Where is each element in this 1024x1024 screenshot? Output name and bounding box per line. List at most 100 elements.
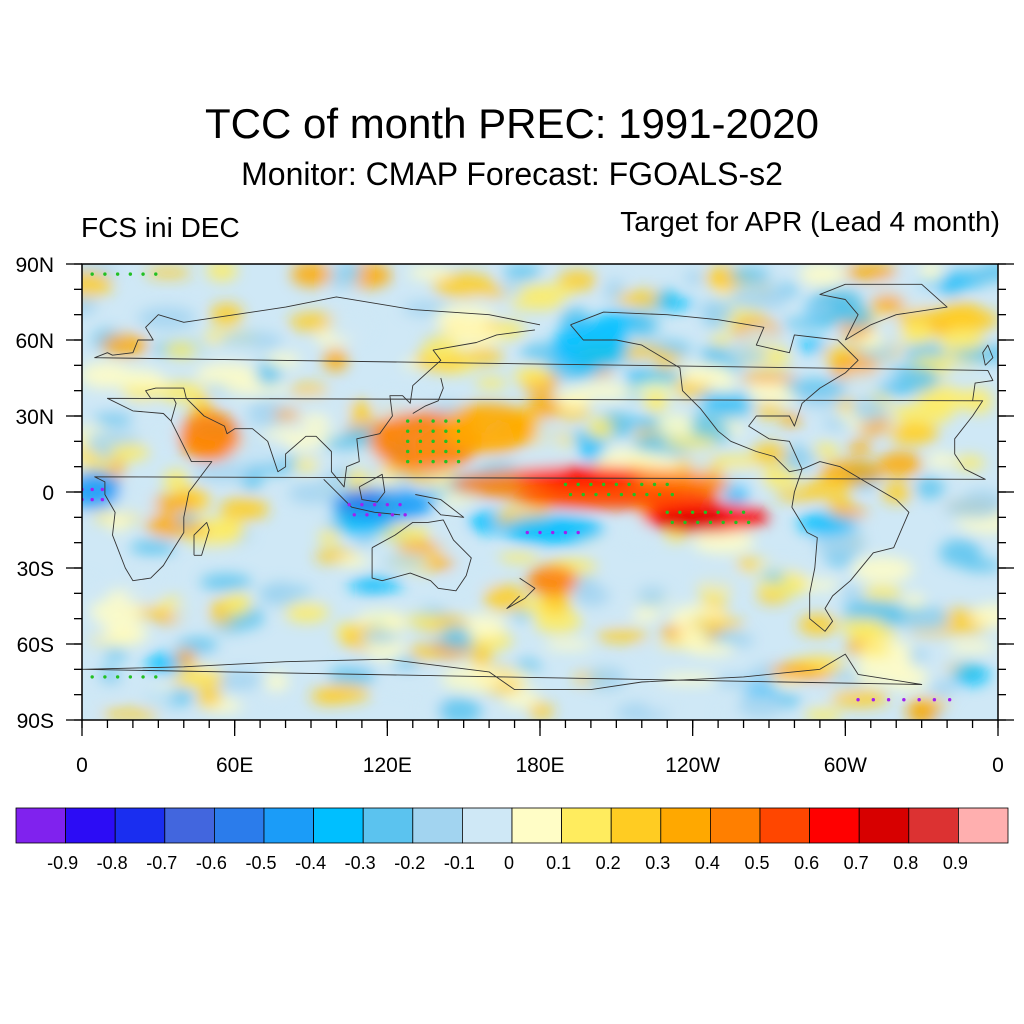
coastline <box>982 344 994 366</box>
significance-dot-positive <box>405 439 410 444</box>
x-tick-label: 120E <box>363 754 412 777</box>
field-blob <box>513 366 552 385</box>
significance-dot-positive <box>456 439 461 444</box>
field-blob <box>781 317 838 330</box>
significance-dot-positive <box>444 459 448 464</box>
field-blob <box>692 529 755 554</box>
field-blob <box>100 333 149 357</box>
field-blob <box>689 453 713 474</box>
field-blob <box>272 409 301 421</box>
field-blob <box>636 586 668 609</box>
field-blob <box>657 673 719 685</box>
field-blob <box>100 708 159 720</box>
significance-dot-negative <box>563 530 568 535</box>
field-blob <box>544 639 593 650</box>
field-blob <box>699 345 729 365</box>
significance-dot-negative <box>365 513 369 517</box>
significance-dot-positive <box>431 459 435 464</box>
significance-dot-positive <box>581 492 585 497</box>
coastline <box>412 377 444 414</box>
field-blob <box>901 612 950 632</box>
field-blob <box>219 497 270 522</box>
field-blob <box>695 391 751 406</box>
field-blob <box>146 267 192 278</box>
colorbar-box <box>263 807 314 844</box>
field-blob <box>917 388 974 412</box>
significance-dot-positive <box>444 429 448 433</box>
significance-dot-positive <box>678 510 682 514</box>
colorbar-box <box>610 807 662 844</box>
coastline <box>358 473 386 503</box>
significance-dot-positive <box>90 675 94 679</box>
significance-dot-negative <box>390 513 395 517</box>
y-tick-label: 60N <box>15 330 54 353</box>
coastline <box>323 478 401 516</box>
field-blob <box>483 286 506 299</box>
field-blob <box>656 289 678 311</box>
field-blob <box>327 313 373 342</box>
significance-dot-negative <box>902 698 906 702</box>
significance-dot-positive <box>657 492 662 497</box>
significance-dot-positive <box>128 272 133 276</box>
field-blob <box>360 629 399 645</box>
field-blob <box>804 708 843 720</box>
feature-blob <box>178 410 240 462</box>
field-blob <box>409 643 439 661</box>
x-tick-label: 60W <box>824 754 867 777</box>
significance-dot-positive <box>444 439 448 444</box>
colorbar-label: -0.4 <box>295 853 326 873</box>
significance-dot-positive <box>729 510 733 514</box>
significance-dot-positive <box>640 482 644 487</box>
field-blob <box>576 383 633 400</box>
coastline <box>570 311 859 473</box>
field-blob <box>846 625 898 642</box>
field-blob <box>426 557 456 570</box>
significance-dot-positive <box>456 429 461 433</box>
colorbar-label: 0 <box>504 853 514 873</box>
field-blob <box>380 668 440 691</box>
colorbar-label: 0.6 <box>794 853 819 873</box>
field-blob <box>475 377 507 389</box>
colorbar-label: -0.8 <box>97 853 128 873</box>
significance-dot-positive <box>665 482 669 487</box>
feature-blob <box>514 466 642 487</box>
field-blob <box>883 665 929 691</box>
significance-dot-positive <box>576 482 580 487</box>
significance-dot-positive <box>690 510 695 514</box>
colorbar-label: 0.5 <box>744 853 769 873</box>
field-blob <box>805 304 835 316</box>
significance-dot-negative <box>352 513 356 517</box>
field-blob <box>376 390 418 419</box>
field-blob <box>696 564 745 590</box>
significance-dot-positive <box>103 272 107 276</box>
field-blob <box>145 426 186 439</box>
colorbar-label: 0.7 <box>844 853 869 873</box>
field-blob <box>470 643 492 671</box>
significance-dot-positive <box>568 492 573 497</box>
significance-dot-positive <box>708 520 713 525</box>
field-blob <box>434 525 463 553</box>
field-blob <box>847 440 873 454</box>
field-blob <box>627 521 649 548</box>
significance-dot-positive <box>431 449 435 454</box>
significance-dot-negative <box>551 530 555 535</box>
field-blob <box>109 443 150 462</box>
significance-dot-negative <box>347 502 351 507</box>
field-blob <box>535 423 563 449</box>
colorbar-box <box>710 807 761 844</box>
field-blob <box>740 326 776 345</box>
colorbar-box <box>412 807 463 844</box>
field-blob <box>82 679 122 695</box>
feature-blob <box>443 403 535 454</box>
field-blob <box>644 685 674 713</box>
significance-dot-positive <box>703 510 708 514</box>
field-blob <box>713 382 738 394</box>
field-blob <box>97 620 149 646</box>
field-blob <box>919 264 943 282</box>
field-blob <box>82 705 98 720</box>
colorbar-label: 0.2 <box>596 853 621 873</box>
field-blob <box>851 396 888 423</box>
colorbar-label: -0.9 <box>47 853 78 873</box>
field-blob <box>939 539 982 567</box>
field-blob <box>760 465 800 489</box>
